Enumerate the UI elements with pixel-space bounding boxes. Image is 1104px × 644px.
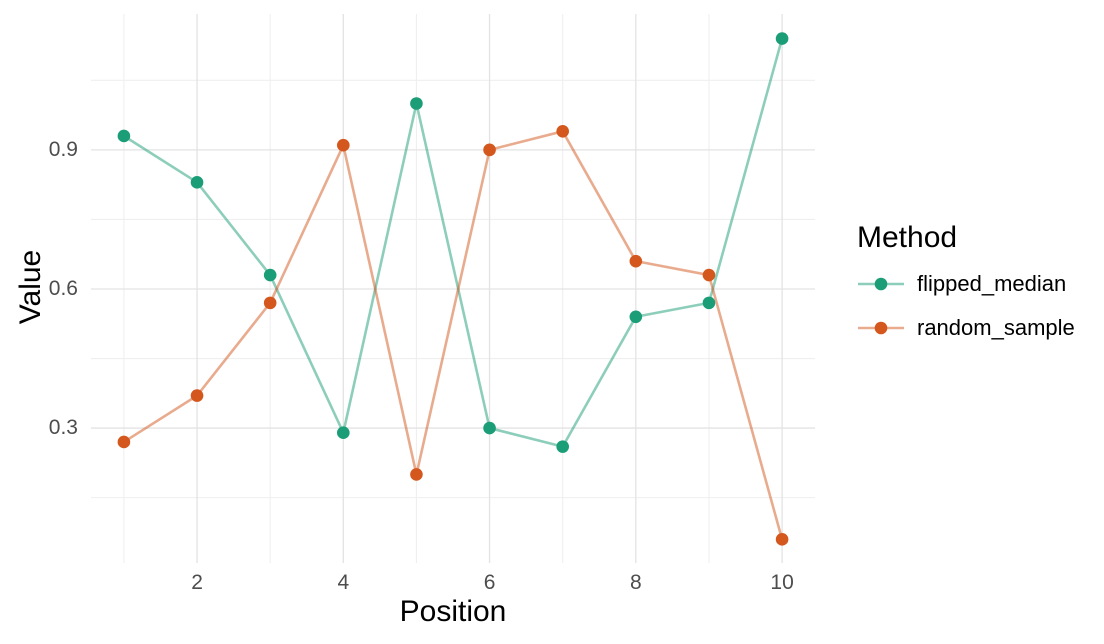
- data-point-flipped_median: [263, 268, 277, 282]
- legend-title: Method: [857, 221, 958, 254]
- series-line-random_sample: [122, 130, 784, 541]
- legend-key-icon: [858, 277, 904, 291]
- legend-item-label: random_sample: [917, 315, 1075, 340]
- legend-item-random_sample: random_sample: [857, 314, 1075, 342]
- legend-item-flipped_median: flipped_median: [857, 270, 1075, 298]
- data-point-flipped_median: [410, 97, 423, 110]
- y-tick-label: 0.3: [48, 416, 78, 440]
- y-tick-label: 0.9: [48, 137, 78, 161]
- legend-key-dot: [874, 277, 888, 291]
- data-point-random_sample: [263, 296, 277, 310]
- data-point-random_sample: [117, 435, 131, 449]
- series-points: [117, 32, 789, 546]
- legend-item-label: flipped_median: [917, 271, 1067, 296]
- x-tick-label: 8: [629, 571, 642, 594]
- data-point-random_sample: [337, 138, 350, 152]
- x-tick-label: 10: [770, 571, 794, 594]
- data-point-random_sample: [629, 254, 643, 268]
- series-lines: [122, 37, 784, 541]
- x-tick-label: 6: [483, 571, 496, 594]
- data-point-random_sample: [410, 468, 423, 481]
- data-point-flipped_median: [775, 32, 789, 45]
- series-line-flipped_median: [122, 37, 784, 448]
- data-point-random_sample: [775, 533, 789, 546]
- data-point-flipped_median: [117, 129, 131, 143]
- legend-key-dot: [874, 321, 888, 335]
- data-point-flipped_median: [190, 176, 204, 189]
- data-point-random_sample: [483, 143, 496, 157]
- data-point-flipped_median: [702, 296, 716, 310]
- data-point-flipped_median: [483, 421, 496, 435]
- legend: Method flipped_median random_sample: [857, 221, 1075, 358]
- legend-key-icon: [858, 321, 904, 335]
- data-point-flipped_median: [629, 310, 643, 324]
- data-point-flipped_median: [556, 440, 569, 453]
- data-point-random_sample: [702, 268, 716, 282]
- y-tick-label: 0.6: [48, 276, 78, 300]
- legend-items: flipped_median random_sample: [857, 270, 1075, 342]
- data-point-random_sample: [190, 389, 204, 402]
- data-point-random_sample: [556, 125, 569, 138]
- x-tick-label: 2: [191, 571, 203, 594]
- x-tick-label: 4: [337, 571, 350, 594]
- data-point-flipped_median: [337, 426, 350, 440]
- grid-major-lines: [91, 14, 815, 563]
- y-axis-title: Value: [14, 249, 47, 325]
- x-axis-title: Position: [399, 595, 507, 628]
